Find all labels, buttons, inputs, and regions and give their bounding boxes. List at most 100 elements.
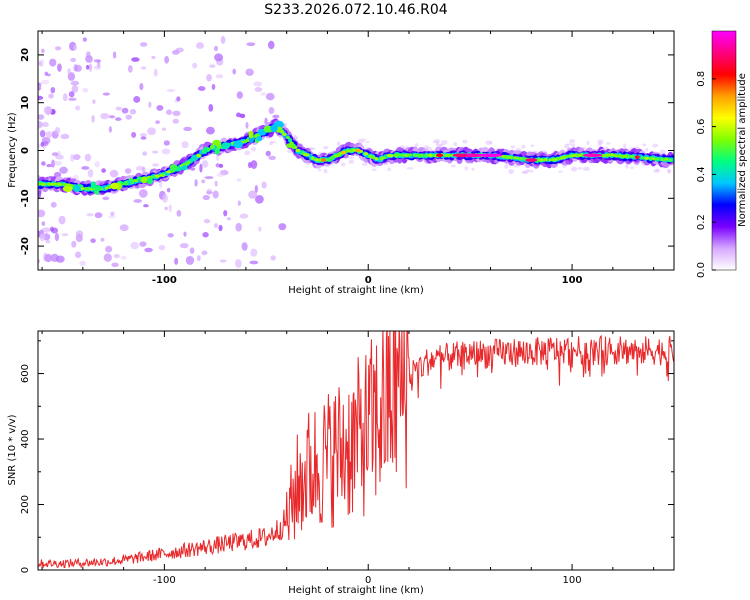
- noise-blob: [183, 231, 187, 237]
- noise-blob: [112, 51, 117, 59]
- noise-blob: [232, 68, 237, 75]
- noise-blob: [179, 243, 189, 249]
- noise-blob: [213, 223, 218, 229]
- colorbar: 0.0 0.2 0.4 0.6 0.8 Normalized spectral ampl…: [696, 30, 748, 278]
- noise-blob: [202, 231, 209, 238]
- noise-blob: [558, 170, 563, 173]
- ridge-cell: [40, 182, 47, 186]
- spectrogram-xlabel: Height of straight line (km): [288, 285, 424, 296]
- noise-blob: [645, 147, 649, 152]
- noise-blob: [68, 97, 77, 101]
- snr-axes: -100 0 100 0 200 400 600: [20, 331, 674, 586]
- noise-blob: [164, 55, 170, 64]
- ridge-cell: [304, 153, 310, 157]
- ridge-cell: [285, 135, 290, 140]
- ridge-cell: [513, 156, 518, 160]
- noise-blob: [39, 59, 45, 68]
- noise-blob: [54, 126, 61, 134]
- ridge-cell: [613, 154, 620, 158]
- noise-blob: [659, 149, 666, 155]
- noise-blob: [40, 141, 45, 147]
- ridge-cell: [508, 156, 513, 160]
- y-tick-label: 10: [20, 96, 31, 110]
- noise-blob: [387, 167, 392, 172]
- noise-blob: [43, 141, 49, 147]
- noise-blob: [85, 64, 90, 70]
- noise-blob: [504, 163, 509, 169]
- noise-blob: [371, 168, 377, 172]
- noise-blob: [41, 48, 45, 54]
- noise-blob: [133, 95, 141, 103]
- noise-blob: [139, 241, 147, 247]
- noise-blob: [152, 163, 160, 167]
- ridge-blob: [203, 146, 208, 155]
- noise-blob: [245, 121, 249, 129]
- noise-blob: [239, 213, 249, 219]
- noise-blob: [197, 86, 206, 91]
- y-tick-label: 600: [20, 364, 31, 383]
- ridge-cell: [518, 157, 522, 161]
- noise-blob: [139, 133, 147, 137]
- noise-blob: [253, 81, 262, 87]
- ridge-peak: [634, 155, 640, 159]
- ridge-cell: [449, 153, 454, 157]
- noise-blob: [74, 251, 82, 259]
- noise-blob: [53, 160, 63, 166]
- snr-xlabel: Height of straight line (km): [288, 585, 424, 596]
- noise-blob: [508, 169, 515, 174]
- y-tick-label: 20: [20, 48, 31, 62]
- ridge-cell: [363, 152, 369, 156]
- noise-blob: [254, 194, 264, 204]
- noise-blob: [41, 121, 49, 128]
- noise-blob: [236, 178, 242, 182]
- noise-blob: [152, 150, 159, 154]
- noise-blob: [219, 259, 227, 263]
- noise-blob: [93, 59, 102, 63]
- noise-blob: [48, 93, 54, 99]
- noise-blob: [100, 112, 110, 120]
- noise-blob: [121, 107, 129, 114]
- colorbar-label: Normalized spectral amplitude: [737, 73, 748, 227]
- noise-blob: [90, 238, 96, 244]
- ridge-cell: [543, 158, 548, 162]
- noise-blob: [426, 147, 433, 152]
- ridge-blob: [270, 124, 278, 133]
- y-tick-label: 0: [20, 147, 31, 154]
- noise-blob: [139, 83, 144, 91]
- noise-blob: [201, 160, 209, 168]
- noise-blob: [172, 110, 181, 116]
- snr-panel: -100 0 100 0 200 400 600 Height of straight li…: [7, 330, 675, 596]
- ridge-cell: [182, 162, 189, 166]
- noise-blob: [234, 259, 242, 268]
- ridge-cell: [668, 158, 673, 162]
- ridge-peak: [355, 148, 361, 153]
- noise-blob: [60, 133, 70, 140]
- noise-blob: [143, 204, 149, 208]
- noise-blob: [102, 196, 110, 201]
- noise-blob: [244, 150, 251, 156]
- noise-blob: [46, 163, 53, 168]
- noise-blob: [75, 230, 84, 237]
- noise-blob: [630, 166, 634, 169]
- noise-blob: [105, 245, 113, 253]
- noise-blob: [54, 232, 60, 242]
- noise-blob: [577, 167, 583, 170]
- noise-blob: [73, 44, 77, 51]
- noise-blob: [92, 99, 96, 104]
- ridge-cell: [644, 156, 650, 160]
- ridge-peak: [320, 158, 326, 162]
- noise-blob: [39, 129, 46, 138]
- noise-blob: [139, 189, 148, 198]
- noise-blob: [161, 148, 171, 155]
- noise-blob: [566, 143, 572, 146]
- noise-blob: [201, 250, 208, 256]
- noise-blob: [220, 36, 226, 44]
- noise-blob: [530, 144, 534, 148]
- noise-blob: [272, 114, 280, 119]
- noise-blob: [206, 191, 213, 195]
- noise-blob: [265, 92, 275, 101]
- y-tick-label: -20: [20, 237, 31, 255]
- ridge-blob: [233, 140, 243, 149]
- ridge-cell: [539, 158, 544, 162]
